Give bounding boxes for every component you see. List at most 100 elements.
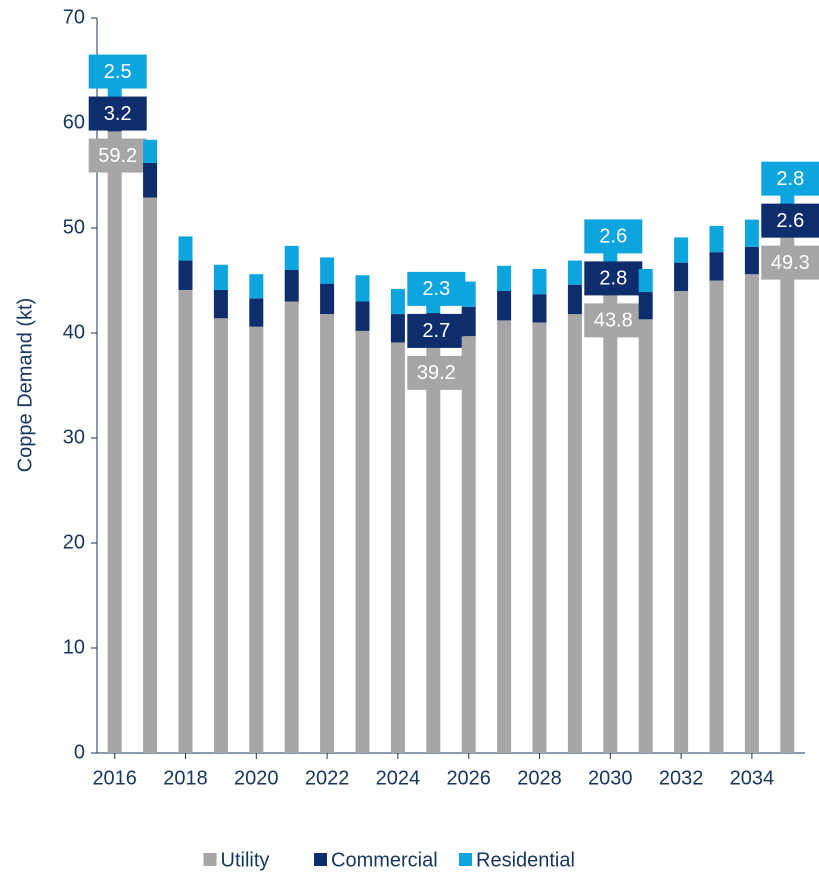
x-tick-label: 2016 xyxy=(92,767,137,789)
bar-segment xyxy=(674,237,689,263)
bar-segment xyxy=(107,131,122,753)
bar-segment xyxy=(532,322,547,753)
bar-segment xyxy=(532,268,547,295)
data-label: 49.3 xyxy=(771,252,810,274)
x-tick-label: 2024 xyxy=(376,767,421,789)
data-label-box xyxy=(88,96,147,131)
bar-segment xyxy=(567,260,582,285)
bar-segment xyxy=(249,298,264,327)
data-label: 59.2 xyxy=(98,145,137,167)
bar-segment xyxy=(178,260,193,290)
bar-segment xyxy=(390,342,405,753)
bar-segment xyxy=(674,291,689,753)
data-label-box xyxy=(88,138,147,173)
x-tick-label: 2026 xyxy=(446,767,491,789)
data-label: 2.3 xyxy=(422,278,450,300)
legend-label: Commercial xyxy=(331,849,438,871)
data-label: 2.8 xyxy=(599,268,627,290)
bar-segment xyxy=(213,264,228,290)
data-label: 2.8 xyxy=(776,168,804,190)
bar-segment xyxy=(249,326,264,753)
y-tick-label: 40 xyxy=(63,321,85,343)
bar-segment xyxy=(355,301,370,331)
bar-segment xyxy=(284,301,299,753)
bar-segment xyxy=(674,262,689,291)
bar-segment xyxy=(143,139,158,163)
data-label: 2.7 xyxy=(422,320,450,342)
x-tick-label: 2020 xyxy=(234,767,279,789)
bar-segment xyxy=(143,162,158,198)
bar-segment xyxy=(461,306,476,337)
legend-swatch xyxy=(203,853,217,866)
bar-segment xyxy=(497,320,512,753)
bar-segment xyxy=(709,280,724,753)
bar-segment xyxy=(390,288,405,315)
x-tick-label: 2028 xyxy=(517,767,562,789)
bar-segment xyxy=(461,281,476,307)
bar-segment xyxy=(320,283,335,315)
bar-segment xyxy=(178,289,193,753)
y-tick-label: 0 xyxy=(74,741,85,763)
data-label-box xyxy=(407,271,466,306)
x-tick-label: 2022 xyxy=(305,767,350,789)
data-label-box xyxy=(584,261,643,296)
y-tick-label: 60 xyxy=(63,111,85,133)
x-tick-label: 2030 xyxy=(588,767,633,789)
bar-segment xyxy=(744,274,759,753)
data-label-box xyxy=(584,219,643,254)
bar-segment xyxy=(497,265,512,291)
data-label-box xyxy=(407,355,466,390)
data-label: 43.8 xyxy=(594,310,633,332)
bar-segment xyxy=(744,246,759,275)
y-axis-label: Coppe Demand (kt) xyxy=(14,298,36,473)
data-label-box xyxy=(88,54,147,89)
data-label: 2.5 xyxy=(104,61,132,83)
legend-label: Utility xyxy=(221,849,270,871)
bar-segment xyxy=(355,330,370,753)
y-tick-label: 30 xyxy=(63,426,85,448)
bar-segment xyxy=(603,293,618,753)
data-label: 2.6 xyxy=(599,226,627,248)
y-tick-label: 50 xyxy=(63,216,85,238)
y-tick-label: 20 xyxy=(63,531,85,553)
bar-segment xyxy=(780,235,795,754)
bar-segment xyxy=(213,289,228,319)
bar-segment xyxy=(638,319,653,753)
bar-segment xyxy=(390,314,405,343)
data-label: 39.2 xyxy=(417,362,456,384)
bar-segment xyxy=(461,336,476,753)
bar-segment xyxy=(744,219,759,247)
bar-segment xyxy=(178,236,193,261)
data-label-box xyxy=(761,161,819,196)
bar-segment xyxy=(638,268,653,293)
bar-segment xyxy=(320,314,335,753)
bar-segment xyxy=(709,252,724,281)
bar-segment xyxy=(284,245,299,270)
x-tick-label: 2034 xyxy=(730,767,775,789)
bar-segment xyxy=(638,292,653,320)
legend-swatch xyxy=(459,853,472,866)
x-tick-label: 2032 xyxy=(659,767,704,789)
bar-segment xyxy=(567,314,582,753)
bar-segment xyxy=(249,274,264,299)
data-label: 3.2 xyxy=(104,103,132,125)
legend-swatch xyxy=(314,853,327,866)
data-label-box xyxy=(584,303,643,338)
x-tick-label: 2018 xyxy=(163,767,208,789)
legend-label: Residential xyxy=(476,849,575,871)
y-tick-label: 70 xyxy=(63,6,85,28)
bar-segment xyxy=(213,318,228,753)
bar-segment xyxy=(284,270,299,302)
bar-segment xyxy=(355,275,370,302)
data-label-box xyxy=(761,245,819,280)
data-label-box xyxy=(407,313,466,348)
bar-segment xyxy=(426,341,441,753)
y-tick-label: 10 xyxy=(63,636,85,658)
bar-segment xyxy=(143,197,158,754)
bar-segment xyxy=(567,284,582,315)
bar-segment xyxy=(497,291,512,321)
data-label-box xyxy=(761,203,819,238)
bar-segment xyxy=(709,225,724,253)
data-label: 2.6 xyxy=(776,210,804,232)
